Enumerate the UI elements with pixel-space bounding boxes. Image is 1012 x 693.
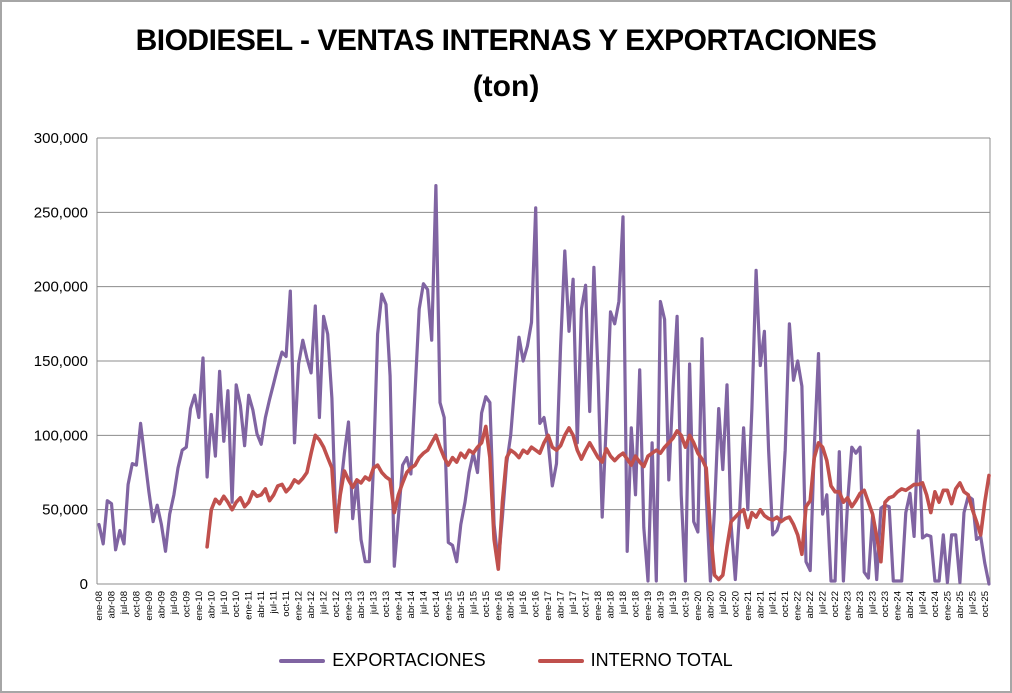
x-tick-label: jul-23 <box>868 591 879 615</box>
y-tick-label: 0 <box>80 576 88 593</box>
x-tick-label: ene-25 <box>942 591 953 621</box>
x-tick-label: abr-25 <box>955 591 966 618</box>
legend-item-interno-total: INTERNO TOTAL <box>537 650 733 671</box>
x-tick-label: jul-18 <box>618 591 629 615</box>
x-tick-label: abr-15 <box>456 591 467 618</box>
x-tick-label: jul-09 <box>169 591 180 615</box>
x-tick-label: oct-09 <box>181 591 192 617</box>
x-tick-label: ene-18 <box>593 591 604 621</box>
x-tick-label: jul-17 <box>568 591 579 615</box>
x-tick-label: ene-08 <box>94 591 105 621</box>
x-tick-label: jul-20 <box>718 591 729 615</box>
x-tick-label: abr-12 <box>306 591 317 618</box>
x-tick-label: oct-22 <box>830 591 841 617</box>
x-tick-label: jul-15 <box>468 591 479 615</box>
x-tick-label: abr-08 <box>106 591 117 618</box>
x-tick-label: jul-16 <box>518 591 529 615</box>
x-tick-label: oct-14 <box>431 591 442 617</box>
x-tick-label: abr-19 <box>655 591 666 618</box>
x-tick-label: abr-18 <box>606 591 617 618</box>
x-tick-label: oct-11 <box>281 591 292 617</box>
x-tick-label: abr-20 <box>705 591 716 618</box>
x-tick-label: jul-25 <box>967 591 978 615</box>
x-tick-label: jul-13 <box>368 591 379 615</box>
x-tick-label: abr-22 <box>805 591 816 618</box>
x-tick-label: ene-15 <box>443 591 454 621</box>
x-tick-label: oct-08 <box>131 591 142 617</box>
x-tick-label: jul-19 <box>668 591 679 615</box>
x-tick-label: oct-25 <box>980 591 991 617</box>
x-tick-label: jul-24 <box>917 591 928 615</box>
x-tick-label: ene-17 <box>543 591 554 621</box>
x-tick-label: abr-14 <box>406 591 417 618</box>
x-tick-label: oct-21 <box>780 591 791 617</box>
x-tick-label: abr-17 <box>556 591 567 618</box>
x-tick-label: abr-10 <box>206 591 217 618</box>
x-tick-label: ene-12 <box>294 591 305 621</box>
x-tick-label: jul-08 <box>119 591 130 615</box>
x-tick-label: abr-16 <box>506 591 517 618</box>
x-tick-label: ene-20 <box>693 591 704 621</box>
x-tick-label: abr-11 <box>256 591 267 618</box>
x-tick-label: ene-19 <box>643 591 654 621</box>
x-tick-label: oct-18 <box>630 591 641 617</box>
x-tick-label: abr-21 <box>755 591 766 618</box>
interno-total-series-line <box>205 424 991 582</box>
x-tick-label: oct-24 <box>930 591 941 617</box>
chart-title: BIODIESEL - VENTAS INTERNAS Y EXPORTACIO… <box>135 24 877 57</box>
x-tick-label: jul-21 <box>768 591 779 615</box>
x-tick-label: ene-16 <box>493 591 504 621</box>
legend-item-exportaciones: EXPORTACIONES <box>279 650 486 671</box>
exportaciones-line-swatch <box>279 658 326 663</box>
x-tick-label: ene-22 <box>793 591 804 621</box>
x-tick-label: abr-24 <box>905 591 916 618</box>
x-tick-label: oct-17 <box>581 591 592 617</box>
x-tick-label: oct-10 <box>231 591 242 617</box>
interno-total-line-swatch <box>537 658 584 663</box>
x-tick-label: jul-12 <box>319 591 330 615</box>
x-tick-label: ene-24 <box>893 591 904 621</box>
x-tick-label: oct-15 <box>481 591 492 617</box>
y-tick-label: 300,000 <box>34 130 88 147</box>
x-tick-label: jul-14 <box>418 591 429 615</box>
x-tick-label: jul-11 <box>269 591 280 615</box>
chart-subtitle: (ton) <box>472 70 540 103</box>
x-tick-label: abr-13 <box>356 591 367 618</box>
x-tick-label: ene-09 <box>144 591 155 621</box>
x-tick-label: oct-23 <box>880 591 891 617</box>
x-tick-label: oct-20 <box>730 591 741 617</box>
x-tick-label: oct-16 <box>531 591 542 617</box>
y-tick-label: 200,000 <box>34 279 88 296</box>
y-tick-label: 100,000 <box>34 427 88 444</box>
x-tick-label: ene-14 <box>393 591 404 621</box>
x-tick-label: abr-23 <box>855 591 866 618</box>
y-tick-label: 150,000 <box>34 353 88 370</box>
x-tick-label: oct-19 <box>680 591 691 617</box>
x-tick-label: oct-12 <box>331 591 342 617</box>
exportaciones-series-line <box>97 184 991 586</box>
x-tick-label: ene-23 <box>843 591 854 621</box>
x-tick-label: abr-09 <box>156 591 167 618</box>
y-tick-label: 50,000 <box>42 502 88 519</box>
x-tick-label: jul-22 <box>818 591 829 615</box>
x-tick-label: jul-10 <box>219 591 230 615</box>
legend-label-exportaciones: EXPORTACIONES <box>332 650 486 670</box>
x-tick-label: ene-10 <box>194 591 205 621</box>
x-tick-label: ene-11 <box>244 591 255 620</box>
legend: EXPORTACIONES INTERNO TOTAL <box>2 650 1010 671</box>
x-tick-label: ene-13 <box>344 591 355 621</box>
y-tick-label: 250,000 <box>34 204 88 221</box>
x-tick-label: ene-21 <box>743 591 754 621</box>
legend-label-interno-total: INTERNO TOTAL <box>590 650 733 670</box>
x-tick-label: oct-13 <box>381 591 392 617</box>
